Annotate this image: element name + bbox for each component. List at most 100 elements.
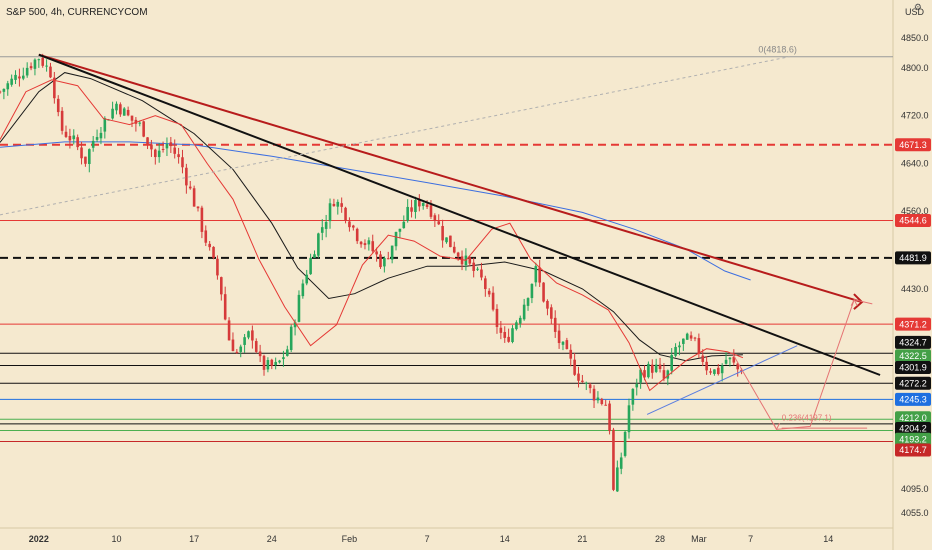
candle-body	[348, 221, 351, 228]
price-tag-12: 4174.7	[899, 445, 927, 455]
candle-body	[557, 330, 561, 344]
price-tag-bg-9	[895, 411, 931, 425]
candle-body	[192, 188, 196, 207]
x-tick-label-0: 2022	[29, 534, 49, 544]
candle-body	[472, 262, 475, 271]
candle-body	[278, 360, 281, 363]
candle-body	[619, 457, 623, 469]
candle-body	[449, 235, 452, 248]
candle-body	[208, 243, 211, 248]
candle-body	[212, 246, 215, 258]
candle-body	[429, 205, 433, 217]
candle-body	[200, 207, 204, 232]
trendline-2	[646, 345, 798, 415]
price-tag-4: 4324.7	[899, 338, 927, 348]
trendline-3	[0, 56, 790, 216]
settings-icon[interactable]: ⚙	[913, 2, 922, 12]
candle-body	[301, 283, 305, 297]
candle-body	[522, 304, 526, 320]
price-tag-bg-5	[895, 349, 931, 363]
candle-body	[33, 59, 37, 69]
candle-body	[623, 431, 627, 456]
candle-body	[216, 258, 219, 276]
candle-body	[10, 78, 13, 85]
candle-body	[157, 150, 161, 158]
candle-body	[670, 354, 673, 371]
candle-body	[142, 121, 145, 137]
candle-body	[600, 398, 604, 404]
candle-body	[577, 373, 580, 381]
candle-body	[643, 370, 646, 378]
candle-body	[161, 148, 165, 150]
candle-body	[685, 333, 689, 340]
candle-body	[88, 149, 91, 165]
y-tick-label-1: 4095.0	[901, 484, 929, 494]
candle-body	[196, 206, 200, 209]
price-tag-7: 4272.2	[899, 378, 927, 388]
candle-body	[355, 228, 359, 242]
candle-body	[390, 245, 394, 260]
candle-body	[402, 221, 406, 229]
candle-body	[289, 326, 293, 350]
candle-body	[658, 364, 662, 369]
candle-body	[639, 369, 642, 383]
candle-body	[324, 221, 328, 229]
candle-body	[375, 251, 378, 255]
candle-body	[662, 370, 666, 379]
price-tag-8: 4245.3	[899, 395, 927, 405]
y-tick-label-5: 4720.0	[901, 111, 929, 121]
moving-average-black	[0, 72, 743, 362]
candle-body	[115, 103, 118, 111]
candle-body	[126, 109, 130, 116]
y-tick-label-3: 4560.0	[901, 206, 929, 216]
candle-body	[503, 331, 507, 338]
candle-body	[103, 118, 107, 132]
candle-body	[99, 132, 103, 139]
candle-body	[421, 203, 425, 206]
candle-body	[550, 307, 553, 319]
candle-body	[666, 370, 670, 379]
candle-body	[165, 144, 169, 149]
candle-body	[282, 357, 285, 360]
candle-body	[526, 298, 530, 306]
candle-body	[270, 359, 274, 366]
candle-body	[596, 397, 600, 401]
candle-body	[258, 351, 262, 357]
candle-body	[84, 156, 87, 164]
candle-body	[14, 74, 17, 80]
candle-body	[414, 199, 417, 213]
price-tag-5: 4322.5	[899, 351, 927, 361]
y-tick-label-6: 4800.0	[901, 63, 929, 73]
candle-body	[239, 346, 243, 352]
y-tick-label-4: 4640.0	[901, 158, 929, 168]
candle-body	[460, 256, 464, 265]
candle-body	[705, 361, 708, 371]
candle-body	[21, 75, 25, 79]
candle-body	[604, 404, 607, 406]
candle-body	[713, 369, 716, 374]
candle-body	[37, 59, 41, 61]
candle-body	[612, 429, 615, 490]
trendline-arrow	[853, 293, 864, 310]
candle-body	[394, 231, 398, 247]
candle-body	[491, 292, 495, 310]
candle-body	[631, 388, 635, 405]
candle-body	[406, 206, 409, 221]
candle-body	[344, 207, 347, 221]
candle-body	[297, 294, 301, 322]
candle-body	[635, 384, 639, 388]
candle-body	[386, 258, 390, 260]
price-tag-bg-7	[895, 376, 931, 390]
candle-body	[588, 384, 592, 389]
candle-body	[484, 278, 487, 290]
price-tag-10: 4204.2	[899, 424, 927, 434]
moving-average-red	[0, 79, 744, 392]
candle-body	[581, 380, 584, 382]
x-tick-label-2: 17	[189, 534, 199, 544]
candle-body	[689, 335, 693, 339]
trendline-1	[38, 53, 881, 376]
candle-body	[487, 290, 491, 295]
candle-body	[371, 241, 375, 252]
